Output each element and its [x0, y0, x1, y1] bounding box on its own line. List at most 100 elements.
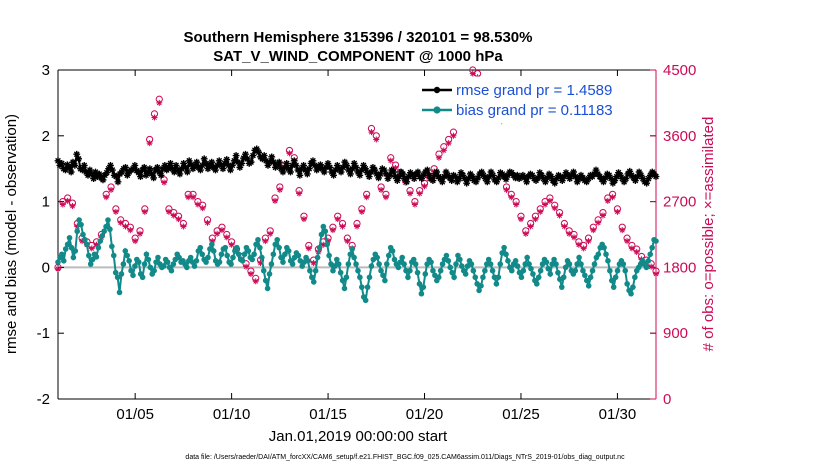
obs-assimilated-point	[190, 194, 197, 201]
obs-assimilated-point	[648, 263, 655, 270]
bias-point	[518, 274, 525, 281]
rmse-point	[193, 158, 201, 166]
bias-point	[526, 261, 532, 267]
bias-point	[324, 241, 330, 248]
bias-point	[145, 256, 152, 263]
y2-tick-label: 4500	[663, 62, 696, 79]
bias-point	[545, 265, 552, 272]
bias-point	[595, 251, 602, 258]
obs-assimilated-point	[165, 208, 172, 215]
bias-point	[93, 254, 100, 260]
bias-point	[572, 267, 579, 274]
obs-assimilated-point	[580, 245, 587, 252]
obs-assimilated-point	[416, 190, 423, 197]
obs-assimilated-point	[300, 216, 307, 223]
rmse-point	[393, 177, 401, 184]
rmse-point	[300, 162, 307, 169]
bias-point	[485, 256, 492, 263]
rmse-point	[170, 168, 178, 176]
rmse-point	[270, 158, 277, 166]
bias-point	[632, 274, 638, 281]
obs-assimilated-point	[561, 223, 568, 230]
bias-point	[60, 258, 67, 264]
obs-assimilated-point	[112, 208, 119, 215]
bias-point	[503, 251, 509, 258]
bias-point	[560, 274, 567, 281]
rmse-point	[243, 155, 251, 163]
obs-assimilated-point	[624, 238, 631, 245]
rmse-point	[183, 168, 191, 176]
obs-assimilated-point	[503, 186, 510, 193]
bias-point	[230, 254, 236, 261]
rmse-point	[390, 168, 397, 176]
legend-bias-label: bias grand pr = 0.11183	[456, 102, 613, 119]
bias-point	[453, 261, 459, 267]
rmse-point	[408, 171, 416, 179]
plot-background	[58, 70, 656, 399]
rmse-point	[418, 175, 426, 182]
rmse-point	[399, 170, 407, 178]
rmse-point	[543, 174, 551, 182]
bias-point	[547, 271, 554, 277]
bias-point	[385, 252, 392, 259]
bias-point	[508, 267, 515, 274]
rmse-point	[67, 168, 75, 176]
bias-point	[310, 279, 317, 285]
rmse-point	[620, 178, 628, 186]
rmse-point	[255, 148, 262, 156]
rmse-point	[564, 171, 572, 179]
rmse-point	[227, 166, 234, 174]
bias-point	[445, 258, 452, 264]
obs-assimilated-point	[272, 197, 279, 204]
bias-point	[218, 251, 225, 258]
rmse-point	[459, 171, 467, 179]
rmse-point	[112, 173, 120, 180]
rmse-point	[360, 162, 367, 169]
rmse-point	[298, 165, 306, 173]
rmse-point	[253, 145, 261, 153]
obs-assimilated-point	[267, 230, 274, 237]
obs-assimilated-point	[141, 208, 148, 215]
bias-point	[649, 244, 655, 251]
rmse-point	[167, 160, 174, 167]
rmse-point	[135, 169, 143, 177]
bias-point	[439, 261, 446, 267]
rmse-point	[352, 163, 360, 171]
bias-point	[147, 264, 154, 271]
rmse-point	[645, 175, 652, 182]
bias-point	[430, 267, 436, 274]
bias-point	[253, 241, 259, 248]
rmse-point	[622, 175, 630, 182]
bias-point	[512, 258, 519, 264]
rmse-point	[197, 166, 204, 174]
rmse-point	[461, 175, 469, 182]
obs-assimilated-point	[286, 150, 293, 157]
rmse-point	[363, 169, 371, 177]
bias-point	[282, 251, 288, 258]
bias-point	[72, 248, 79, 254]
rmse-point	[187, 161, 195, 169]
bias-point	[101, 228, 107, 235]
obs-assimilated-point	[532, 216, 539, 223]
rmse-point	[633, 173, 641, 180]
bias-point	[366, 274, 373, 281]
rmse-point	[144, 168, 152, 176]
rmse-point	[646, 171, 654, 179]
bias-point	[583, 277, 590, 284]
obs-assimilated-point	[209, 238, 216, 245]
y2-tick-label: 1800	[663, 259, 696, 276]
rmse-point	[185, 157, 193, 165]
bias-point	[216, 259, 223, 265]
bias-point	[68, 244, 75, 251]
rmse-point	[637, 171, 645, 179]
rmse-point	[172, 162, 180, 169]
obs-assimilated-point	[151, 114, 158, 121]
obs-assimilated-point	[228, 241, 235, 248]
y-tick-label: 2	[42, 128, 50, 145]
rmse-point	[478, 168, 486, 176]
rmse-point	[333, 162, 341, 169]
y2-axis-label: # of obs: o=possible; ×=assimilated	[700, 117, 717, 352]
obs-assimilated-point	[146, 140, 153, 147]
bias-point	[141, 261, 148, 267]
rmse-point	[290, 157, 298, 165]
